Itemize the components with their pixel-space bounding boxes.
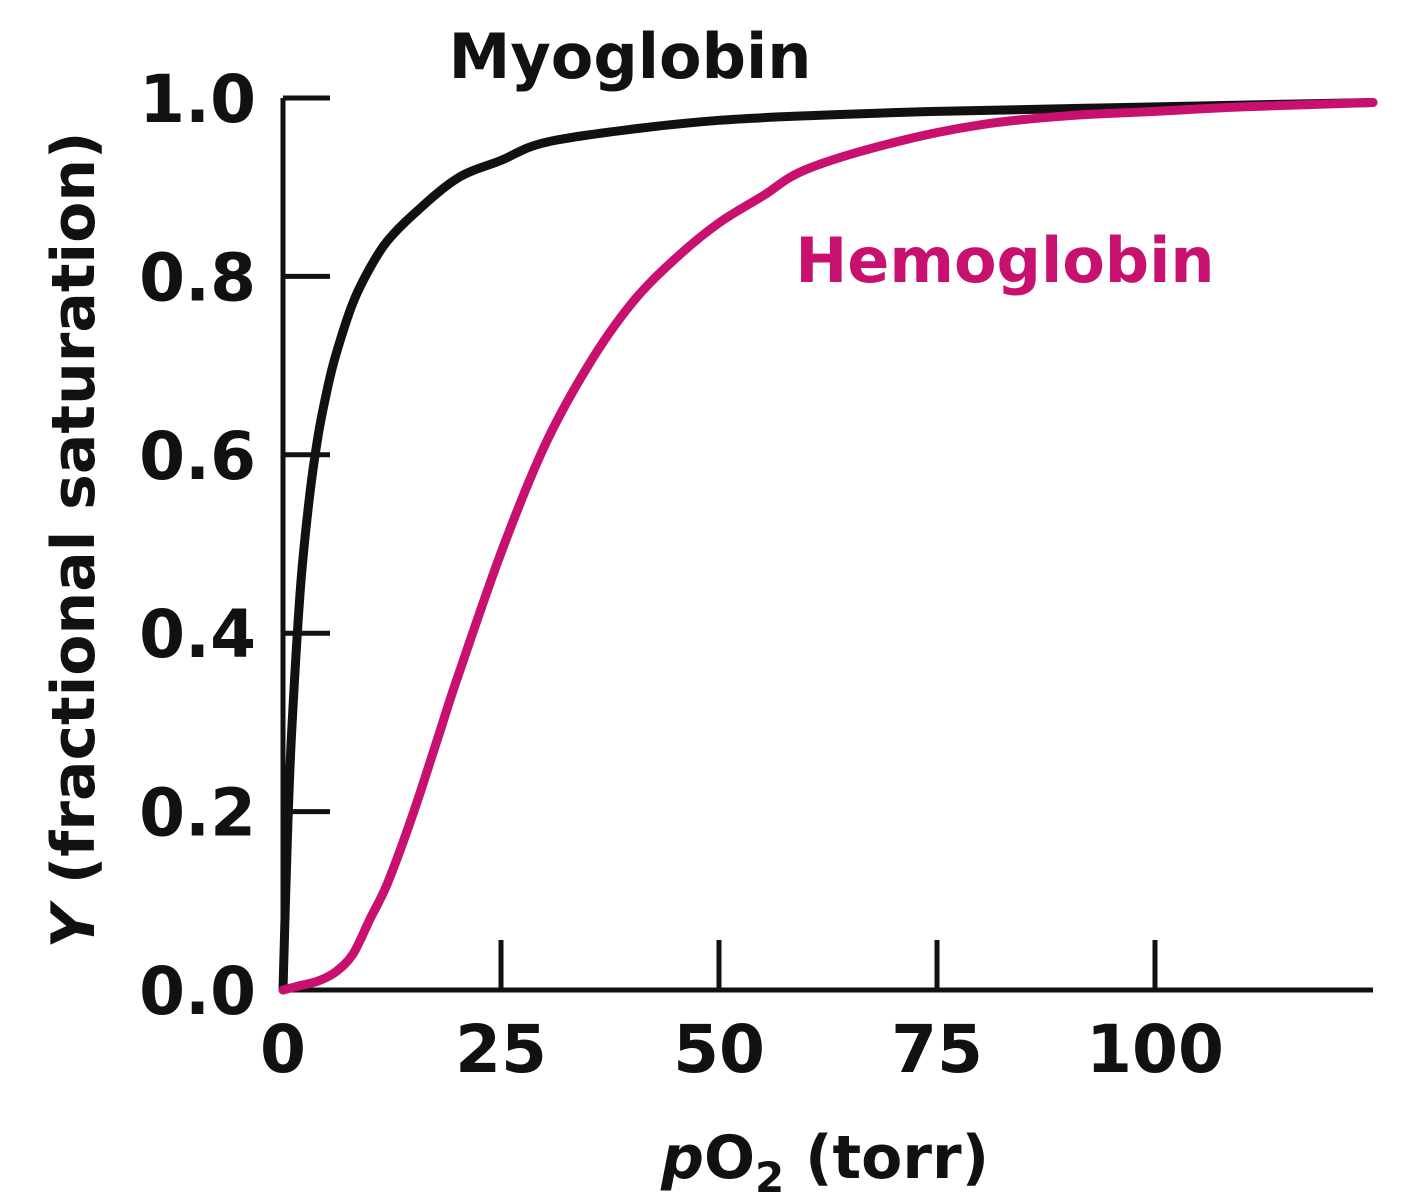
- y-axis-title-italic: Y: [39, 899, 109, 948]
- myoglobin-label: Myoglobin: [449, 20, 812, 93]
- series-layer: [278, 98, 1378, 995]
- x-tick-label: 100: [1086, 1011, 1224, 1088]
- y-tick-label: 1.0: [139, 61, 256, 138]
- y-tick-label: 0.2: [139, 775, 256, 852]
- x-axis-title-italic: p: [660, 1123, 704, 1193]
- x-axis-title-rest: (torr): [784, 1123, 989, 1193]
- y-tick-label: 0.4: [139, 596, 256, 673]
- x-ticks: 0 25 50 75 100: [260, 940, 1224, 1088]
- x-tick-label: 50: [673, 1011, 765, 1088]
- hemoglobin-label: Hemoglobin: [795, 224, 1214, 297]
- x-tick-label: 75: [891, 1011, 983, 1088]
- y-tick-label: 0.0: [139, 953, 256, 1030]
- series-labels: Myoglobin Hemoglobin: [449, 20, 1215, 297]
- axes: 0.0 0.2 0.4 0.6 0.8 1.0 0 25 50 75 100: [139, 61, 1373, 1088]
- x-tick-label: 25: [455, 1011, 547, 1088]
- y-axis-title-rest: (fractional saturation): [39, 132, 109, 905]
- myoglobin-curve: [278, 98, 1378, 995]
- y-ticks: 0.0 0.2 0.4 0.6 0.8 1.0: [139, 61, 330, 1030]
- hemoglobin-curve: [278, 98, 1378, 995]
- x-axis-title: pO2 (torr): [660, 1123, 989, 1200]
- y-tick-label: 0.6: [139, 418, 256, 495]
- x-axis-title-subscript: 2: [755, 1153, 784, 1200]
- y-tick-label: 0.8: [139, 239, 256, 316]
- x-tick-label: 0: [260, 1011, 306, 1088]
- y-axis-title: Y (fractional saturation): [39, 132, 109, 949]
- x-axis-title-main: O: [704, 1123, 755, 1193]
